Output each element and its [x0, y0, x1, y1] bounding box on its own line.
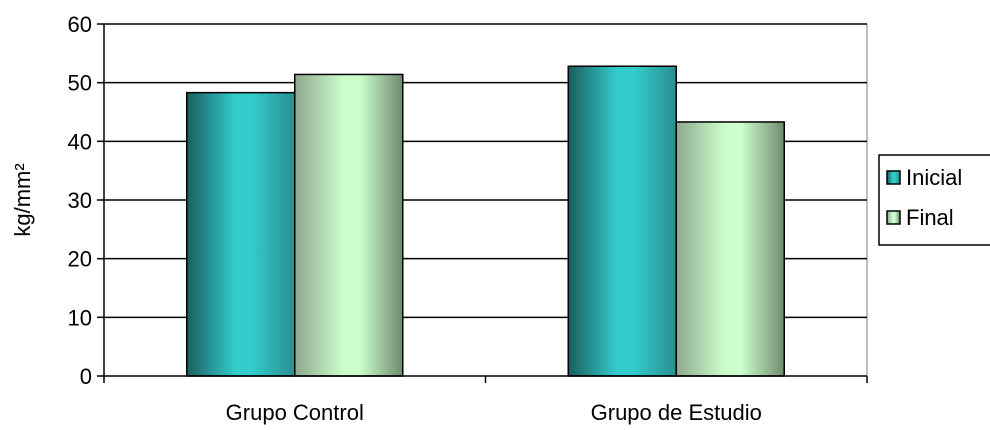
axes: [97, 23, 868, 383]
legend-box: [878, 154, 990, 246]
legend: Inicial Final: [878, 154, 990, 246]
y-tick-label: 10: [68, 305, 92, 330]
bars: [186, 65, 785, 377]
x-category-label: Grupo de Estudio: [591, 400, 762, 425]
y-tick-label: 40: [68, 129, 92, 154]
y-tick-label: 0: [80, 364, 92, 389]
legend-swatch-final: [886, 210, 901, 225]
y-tick-label: 60: [68, 12, 92, 37]
y-axis-title: kg/mm²: [10, 163, 35, 236]
legend-swatch-inicial: [886, 170, 901, 185]
bar-final-1: [294, 73, 404, 377]
x-category-label: Grupo Control: [226, 400, 364, 425]
bar-inicial-2: [567, 65, 677, 377]
y-tick-label: 50: [68, 71, 92, 96]
legend-label-inicial: Inicial: [906, 165, 962, 190]
y-tick-label: 20: [68, 247, 92, 272]
y-tick-label: 30: [68, 188, 92, 213]
bar-final-2: [675, 121, 785, 377]
legend-label-final: Final: [906, 205, 954, 230]
axis-labels: 0 10 20 30 40 50 60 Grupo Control Grupo de Estud…: [68, 12, 762, 425]
bar-inicial-1: [186, 91, 296, 377]
